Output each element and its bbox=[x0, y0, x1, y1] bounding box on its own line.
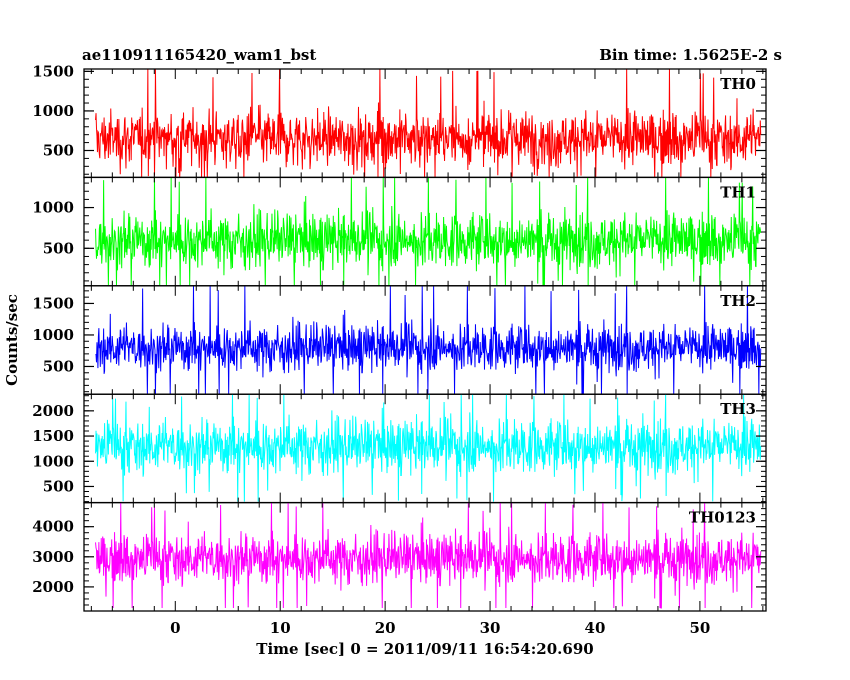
y-tick-label: 2000 bbox=[32, 402, 74, 420]
y-tick-label: 1500 bbox=[32, 62, 74, 80]
y-tick-label: 2000 bbox=[32, 578, 74, 596]
y-tick-label: 500 bbox=[43, 141, 74, 159]
x-tick-label: 0 bbox=[170, 619, 180, 637]
y-tick-label: 4000 bbox=[32, 518, 74, 536]
series-th0123 bbox=[95, 502, 762, 609]
panel-name-th0123: TH0123 bbox=[689, 509, 756, 527]
panel-name-th1: TH1 bbox=[720, 183, 756, 201]
y-tick-label: 1500 bbox=[32, 294, 74, 312]
y-tick-label: 500 bbox=[43, 477, 74, 495]
x-tick-label: 40 bbox=[585, 619, 606, 637]
x-tick-label: 10 bbox=[270, 619, 291, 637]
panel-th1: 500 1000 TH1 bbox=[32, 176, 767, 287]
x-tick-label: 20 bbox=[375, 619, 396, 637]
panel-th0123: 2000 3000 4000 TH0123 bbox=[32, 501, 767, 612]
y-tick-label: 500 bbox=[43, 239, 74, 257]
y-tick-label: 1500 bbox=[32, 427, 74, 445]
panel-name-th0: TH0 bbox=[720, 75, 756, 93]
x-tick-label: 30 bbox=[480, 619, 501, 637]
panel-th0: 500 1000 1500 TH0 bbox=[32, 62, 767, 179]
y-tick-label: 1000 bbox=[32, 452, 74, 470]
y-axis-label: Counts/sec bbox=[3, 294, 21, 386]
y-tick-label: 500 bbox=[43, 357, 74, 375]
series-th1 bbox=[95, 177, 762, 286]
y-tick-label: 1000 bbox=[32, 326, 74, 344]
y-tick-label: 3000 bbox=[32, 548, 74, 566]
panel-name-th2: TH2 bbox=[720, 292, 756, 310]
bin-time-label: Bin time: 1.5625E-2 s bbox=[599, 46, 782, 64]
x-tick-label: 50 bbox=[689, 619, 710, 637]
panel-th3: 500 1000 1500 2000 TH3 bbox=[32, 393, 767, 504]
series-th3 bbox=[95, 394, 762, 502]
series-th0 bbox=[95, 69, 762, 178]
y-tick-label: 1000 bbox=[32, 102, 74, 120]
chart-title: ae110911165420_wam1_bst bbox=[82, 46, 316, 64]
panel-th2: 500 1000 1500 TH2 bbox=[32, 285, 767, 395]
panel-name-th3: TH3 bbox=[720, 400, 756, 418]
y-tick-label: 1000 bbox=[32, 199, 74, 217]
series-th2 bbox=[95, 285, 762, 395]
x-axis-label: Time [sec] 0 = 2011/09/11 16:54:20.690 bbox=[256, 640, 593, 658]
